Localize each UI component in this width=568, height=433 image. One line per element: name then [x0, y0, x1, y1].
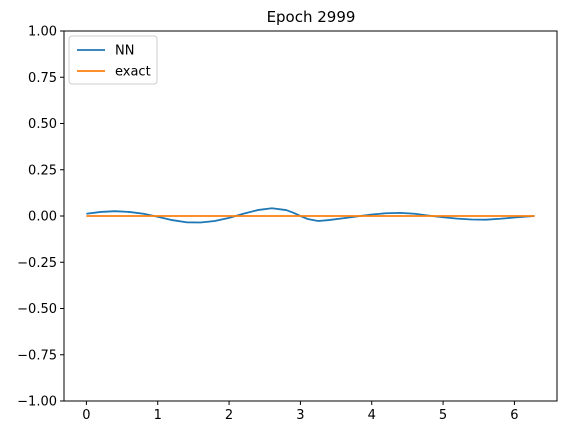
x-tick-label: 0: [82, 408, 90, 423]
y-tick-label: −0.50: [17, 302, 57, 317]
x-tick-label: 5: [439, 408, 447, 423]
legend: NN exact: [68, 35, 158, 85]
x-tick-label: 3: [296, 408, 304, 423]
y-tick-label: −0.25: [17, 256, 57, 271]
x-tick-label: 4: [368, 408, 376, 423]
x-tick-label: 6: [510, 408, 518, 423]
y-tick-label: 0.25: [28, 163, 57, 178]
y-tick-label: −1.00: [17, 395, 57, 410]
y-tick-label: 1.00: [28, 25, 57, 40]
x-axis: 0 1 2 3 4 5 6: [82, 401, 519, 423]
series-line-nn: [86, 207, 535, 224]
x-tick-label: 1: [154, 408, 162, 423]
plot-area: 0 1 2 3 4 5 6 −1.00 −0.75 −0.50 −0.25 0.00 0.25 0.50…: [17, 25, 558, 423]
legend-box: [68, 35, 158, 85]
legend-label-nn: NN: [115, 44, 134, 59]
chart-title: Epoch 2999: [267, 8, 356, 26]
y-tick-label: 0.75: [28, 71, 57, 86]
y-tick-label: 0.00: [28, 210, 57, 225]
y-tick-label: 0.50: [28, 117, 57, 132]
series-layer: [86, 207, 535, 224]
x-tick-label: 2: [225, 408, 233, 423]
legend-label-exact: exact: [115, 65, 151, 80]
y-axis: −1.00 −0.75 −0.50 −0.25 0.00 0.25 0.50 0.75 1.00: [17, 25, 64, 410]
y-tick-label: −0.75: [17, 348, 57, 363]
